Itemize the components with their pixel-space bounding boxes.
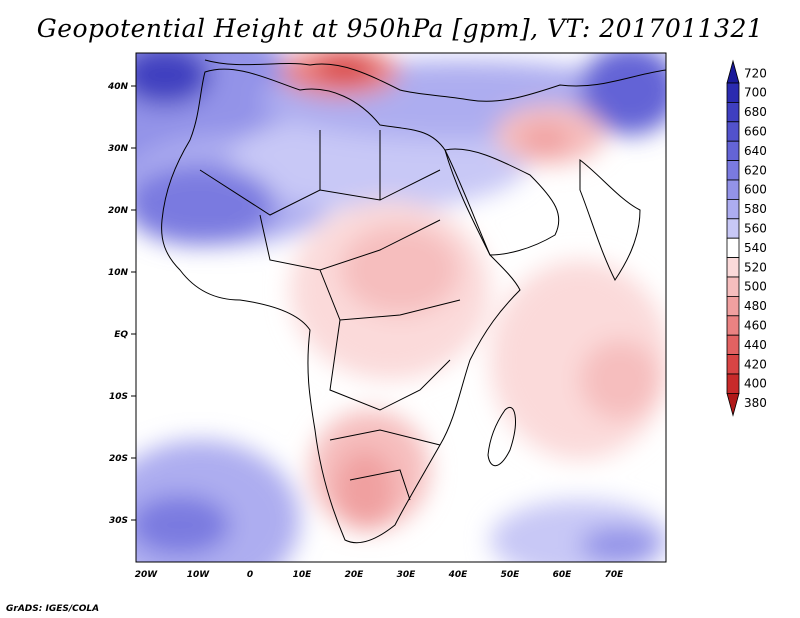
- colorbar-label: 680: [744, 105, 767, 119]
- colorbar-label: 600: [744, 183, 767, 197]
- credit-text: GrADS: IGES/COLA: [6, 604, 100, 614]
- lon-label: 20W: [135, 570, 159, 580]
- lon-label: 30E: [397, 570, 417, 580]
- colorbar-swatch: [726, 140, 740, 161]
- colorbar-swatch: [726, 295, 740, 317]
- colorbar-swatch: [726, 198, 740, 220]
- lat-axis: 40N 30N 20N 10N EQ 10S 20S 30S: [107, 82, 136, 526]
- lon-label: 70E: [605, 570, 625, 580]
- plot-frame: [135, 52, 667, 563]
- map-title: Geopotential Height at 950hPa [gpm], VT:…: [36, 14, 764, 43]
- lat-label: 20N: [108, 206, 129, 216]
- colorbar-swatch: [726, 276, 740, 297]
- colorbar-label: 380: [744, 396, 767, 410]
- lon-label: 50E: [501, 570, 521, 580]
- coastlines: [161, 59, 666, 544]
- colorbar-swatch: [726, 237, 740, 258]
- colorbar-swatch: [726, 82, 740, 103]
- colorbar-swatch: [726, 218, 740, 239]
- colorbar-label: 720: [744, 66, 767, 80]
- colorbar-label: 580: [744, 202, 767, 216]
- colorbar-swatch: [726, 334, 740, 356]
- colorbar: 720 700 680 660 640 620 600 580 560 540 520 500 480 4…: [726, 59, 767, 417]
- colorbar-label: 400: [744, 377, 767, 391]
- colorbar-label: 500: [744, 280, 767, 294]
- colorbar-label: 620: [744, 163, 767, 177]
- lon-label: 60E: [553, 570, 573, 580]
- lat-label: 10N: [108, 268, 129, 278]
- lon-label: 40E: [448, 570, 469, 580]
- colorbar-arrow-bottom: [726, 392, 740, 417]
- colorbar-swatch: [726, 121, 740, 142]
- lon-axis: 20W 10W 0 10E 20E 30E 40E 50E 60E 70E: [135, 570, 624, 580]
- colorbar-swatch: [726, 315, 740, 336]
- height-field: [136, 53, 666, 562]
- lat-label: 40N: [107, 82, 129, 92]
- colorbar-swatch: [726, 354, 740, 375]
- lat-label: 10S: [109, 392, 128, 402]
- colorbar-label: 480: [744, 299, 767, 313]
- colorbar-label: 440: [744, 338, 767, 352]
- colorbar-label: 700: [744, 86, 767, 100]
- colorbar-swatch: [726, 160, 740, 181]
- colorbar-label: 660: [744, 125, 767, 139]
- colorbar-swatch: [726, 179, 740, 200]
- colorbar-label: 640: [744, 144, 767, 158]
- lon-label: 10W: [187, 570, 211, 580]
- lat-label: 30N: [108, 144, 129, 154]
- colorbar-label: 420: [744, 357, 767, 371]
- colorbar-label: 460: [744, 319, 767, 333]
- colorbar-label: 560: [744, 222, 767, 236]
- colorbar-label: 540: [744, 241, 767, 255]
- colorbar-swatch: [726, 373, 740, 394]
- lon-label: 0: [247, 570, 253, 580]
- colorbar-swatch: [726, 257, 740, 278]
- colorbar-label: 520: [744, 260, 767, 274]
- lat-label: 20S: [109, 454, 128, 464]
- lat-label: 30S: [109, 516, 128, 526]
- lon-label: 10E: [293, 570, 313, 580]
- lat-label: EQ: [114, 330, 128, 340]
- colorbar-arrow-top: [726, 59, 740, 84]
- colorbar-swatch: [726, 102, 740, 123]
- lon-label: 20E: [345, 570, 365, 580]
